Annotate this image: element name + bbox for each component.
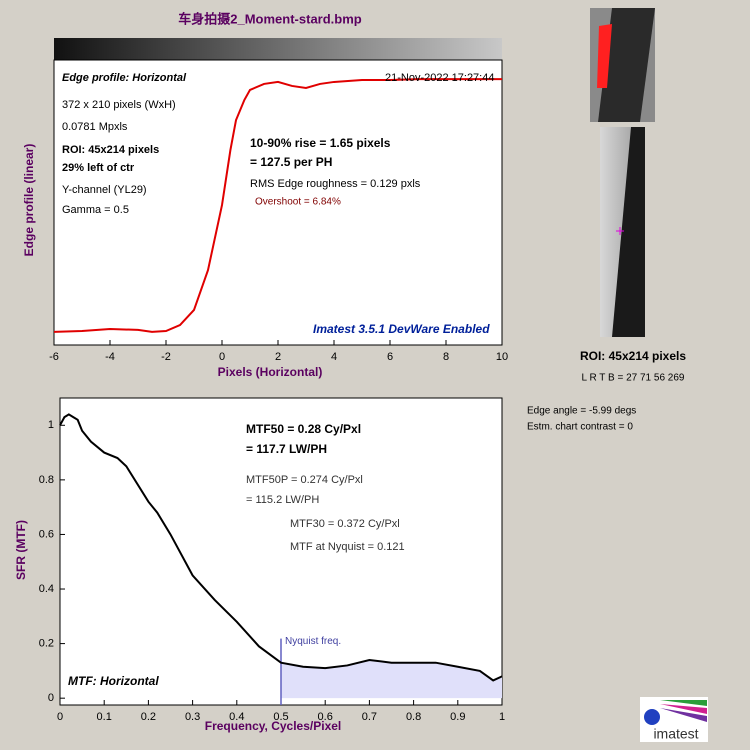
logo-text: imatest (653, 726, 698, 742)
annotation: Edge profile: Horizontal (62, 72, 187, 84)
x-tick-label: -2 (161, 351, 171, 363)
x-tick-label: 0.3 (185, 711, 200, 723)
annotation: 29% left of ctr (62, 162, 135, 174)
annotation: 372 x 210 pixels (WxH) (62, 99, 176, 111)
nyquist-region (281, 659, 502, 699)
annotation: = 127.5 per PH (250, 155, 332, 169)
data-line (59, 413, 503, 682)
x-axis-label: Frequency, Cycles/Pixel (205, 719, 342, 733)
annotation: MTF50P = 0.274 Cy/Pxl (246, 474, 363, 486)
x-tick-label: 0.6 (318, 711, 333, 723)
y-tick-label: 0.6 (39, 528, 54, 540)
y-tick-label: 0.2 (39, 638, 54, 650)
annotation: 21-Nov-2022 17:27:44 (385, 72, 494, 84)
x-tick-label: 6 (387, 351, 393, 363)
y-tick-label: 1 (48, 419, 54, 431)
annotation: Imatest 3.5.1 DevWare Enabled (313, 322, 490, 336)
chart-contrast: Estm. chart contrast = 0 (527, 422, 633, 433)
annotation: Gamma = 0.5 (62, 204, 129, 216)
annotation: = 115.2 LW/PH (246, 494, 319, 506)
logo: imatest (640, 697, 708, 742)
edge-angle: Edge angle = -5.99 degs (527, 406, 636, 417)
x-tick-label: 8 (443, 351, 449, 363)
x-tick-label: 10 (496, 351, 508, 363)
annotation: Y-channel (YL29) (62, 184, 147, 196)
nyquist-label: Nyquist freq. (285, 636, 341, 647)
annotation: MTF50 = 0.28 Cy/Pxl (246, 422, 361, 436)
gradient-strip (54, 38, 502, 60)
roi-crop (600, 127, 645, 337)
y-tick-label: 0.4 (39, 583, 54, 595)
x-tick-label: 4 (331, 351, 337, 363)
roi-bounds: L R T B = 27 71 56 269 (582, 373, 685, 384)
annotation: = 117.7 LW/PH (246, 442, 327, 456)
roi-size: ROI: 45x214 pixels (580, 349, 686, 363)
x-tick-label: 0 (57, 711, 63, 723)
plot-area (53, 59, 503, 346)
annotation: 10-90% rise = 1.65 pixels (250, 136, 391, 150)
annotation: MTF: Horizontal (68, 674, 159, 688)
x-tick-label: 0.4 (229, 711, 244, 723)
annotation: MTF30 = 0.372 Cy/Pxl (290, 518, 400, 530)
x-tick-label: -6 (49, 351, 59, 363)
y-axis-label: Edge profile (linear) (22, 144, 36, 257)
annotation: RMS Edge roughness = 0.129 pxls (250, 178, 421, 190)
window-title: 车身拍摄2_Moment-stard.bmp (178, 11, 362, 26)
annotation: MTF at Nyquist = 0.121 (290, 541, 405, 553)
data-line (53, 78, 502, 333)
x-tick-label: 0 (219, 351, 225, 363)
x-tick-label: 0.5 (273, 711, 288, 723)
x-tick-label: 0.1 (97, 711, 112, 723)
x-tick-label: 0.9 (450, 711, 465, 723)
x-axis-label: Pixels (Horizontal) (218, 365, 323, 379)
y-axis-label: SFR (MTF) (14, 520, 28, 580)
x-tick-label: 0.2 (141, 711, 156, 723)
y-tick-label: 0 (48, 692, 54, 704)
x-tick-label: 0.7 (362, 711, 377, 723)
x-tick-label: 2 (275, 351, 281, 363)
roi-thumbnail (590, 8, 655, 122)
x-tick-label: 1 (499, 711, 505, 723)
annotation: 0.0781 Mpxls (62, 121, 128, 133)
x-tick-label: -4 (105, 351, 115, 363)
y-tick-label: 0.8 (39, 474, 54, 486)
x-tick-label: 0.8 (406, 711, 421, 723)
annotation: Overshoot = 6.84% (255, 197, 341, 208)
annotation: ROI: 45x214 pixels (62, 144, 159, 156)
